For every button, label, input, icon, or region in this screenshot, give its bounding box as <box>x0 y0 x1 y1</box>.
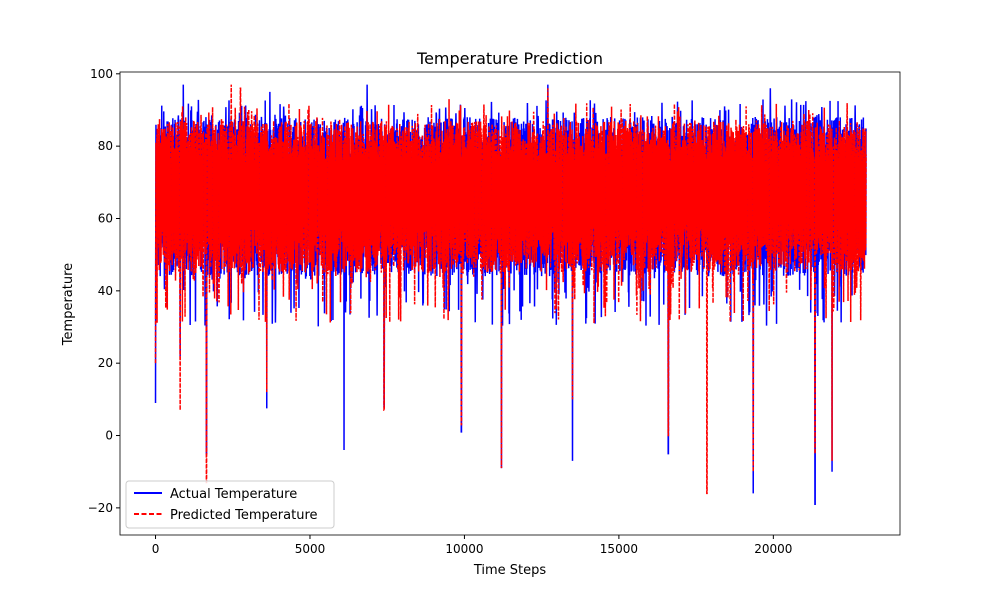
y-axis-label: Temperature <box>61 263 76 346</box>
legend-label-predicted: Predicted Temperature <box>170 508 318 523</box>
legend-label-actual: Actual Temperature <box>170 487 297 502</box>
y-tick-label: −20 <box>88 501 113 515</box>
y-axis: −20 0 20 40 60 80 100 <box>88 67 120 515</box>
y-tick-label: 60 <box>98 211 113 225</box>
x-axis-label: Time Steps <box>473 563 547 578</box>
axes-frame <box>119 71 901 536</box>
y-tick-label: 20 <box>98 356 113 370</box>
y-tick-label: 40 <box>98 284 113 298</box>
legend: Actual Temperature Predicted Temperature <box>125 480 335 529</box>
series-predicted-temperature <box>154 84 867 495</box>
y-tick-label: 100 <box>90 67 113 81</box>
x-tick-label: 10000 <box>445 542 483 556</box>
legend-box <box>125 480 335 529</box>
x-axis: 0 5000 10000 15000 20000 <box>152 535 792 556</box>
chart-title: Temperature Prediction <box>416 49 603 68</box>
x-tick-label: 0 <box>152 542 160 556</box>
y-tick-label: 0 <box>105 429 113 443</box>
x-tick-label: 20000 <box>754 542 792 556</box>
x-tick-label: 5000 <box>295 542 326 556</box>
y-tick-label: 80 <box>98 139 113 153</box>
x-tick-label: 15000 <box>600 542 638 556</box>
plot-area <box>154 84 867 505</box>
